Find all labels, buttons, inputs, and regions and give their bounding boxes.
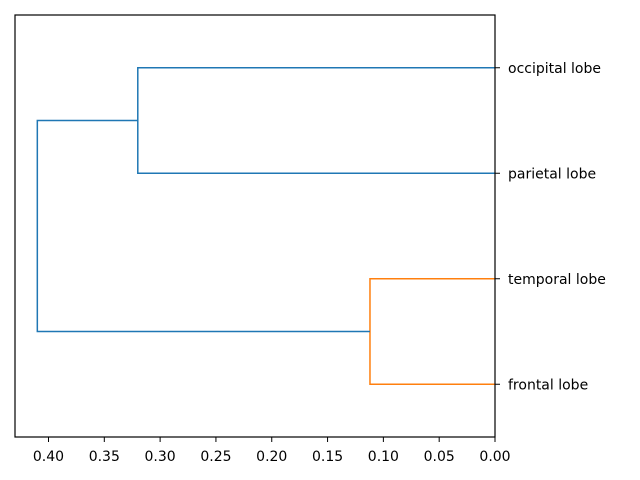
x-tick-label: 0.35 [89, 449, 120, 465]
x-axis-ticks: 0.40 0.35 0.30 0.25 0.20 0.15 0.10 0.05 0.00 [33, 437, 511, 465]
x-tick-label: 0.30 [145, 449, 176, 465]
x-tick-label: 0.00 [479, 449, 510, 465]
x-tick-label: 0.05 [424, 449, 455, 465]
x-tick-label: 0.20 [256, 449, 287, 465]
leaf-label-occipital-lobe: occipital lobe [508, 61, 601, 77]
link-frontal-temporal [369, 278, 495, 385]
leaf-label-parietal-lobe: parietal lobe [508, 166, 596, 182]
link-parietal-occipital [137, 67, 495, 174]
leaf-label-frontal-lobe: frontal lobe [508, 377, 588, 393]
x-tick-label: 0.40 [33, 449, 64, 465]
leaf-label-temporal-lobe: temporal lobe [508, 272, 606, 288]
x-tick-label: 0.25 [200, 449, 231, 465]
plot-frame [14, 14, 496, 438]
x-tick-label: 0.15 [312, 449, 343, 465]
x-tick-label: 0.10 [368, 449, 399, 465]
link-root [36, 119, 370, 333]
dendrogram-links [36, 67, 495, 385]
leaf-labels: occipital lobe parietal lobe temporal lobe… [495, 61, 606, 393]
